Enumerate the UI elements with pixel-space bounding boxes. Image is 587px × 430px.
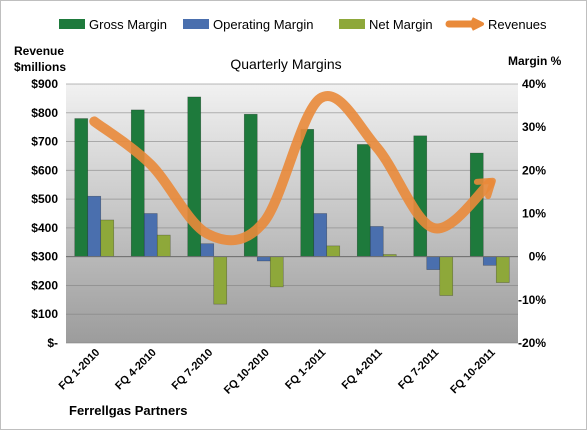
legend-label-gross-margin: Gross Margin (89, 17, 167, 32)
bar-net-margin (269, 256, 284, 288)
left-tick-label: $200 (31, 278, 58, 292)
revenue-arrowhead (473, 177, 496, 200)
right-tick-label: -10% (518, 293, 546, 307)
legend-item-revenues: Revenues (445, 17, 547, 32)
bar-net-margin (495, 256, 510, 283)
bar-net-margin (326, 245, 341, 257)
bar-net-margin (439, 256, 454, 296)
legend-label-net-margin: Net Margin (369, 17, 433, 32)
revenue-line-layer (89, 91, 496, 246)
bar-operating-margin (482, 256, 497, 266)
bar-gross-margin (356, 144, 371, 257)
left-tick-label: $500 (31, 192, 58, 206)
right-tick-labels: -20% -10% 0% 10% 20% 30% 40% (518, 77, 546, 350)
legend-label-operating-margin: Operating Margin (213, 17, 313, 32)
right-tick-label: 10% (522, 207, 546, 221)
legend-swatch-gross-margin (59, 19, 85, 29)
right-axis-title: Margin % (508, 54, 562, 68)
left-tick-label: $800 (31, 106, 58, 120)
chart-title: Quarterly Margins (230, 56, 341, 72)
legend-swatch-net-margin (339, 19, 365, 29)
bar-gross-margin (300, 129, 315, 257)
bar-gross-margin (130, 109, 145, 257)
bar-operating-margin (200, 243, 215, 257)
left-axis-title-line1: Revenue (14, 44, 64, 58)
left-tick-label: $400 (31, 221, 58, 235)
left-tick-label: $600 (31, 163, 58, 177)
bar-net-margin (213, 256, 228, 305)
left-tick-label: $700 (31, 135, 58, 149)
right-tick-label: 30% (522, 120, 546, 134)
bar-operating-margin (426, 256, 441, 270)
left-tick-label: $300 (31, 250, 58, 264)
right-tick-label: 20% (522, 163, 546, 177)
right-tick-label: 40% (522, 77, 546, 91)
right-tick-label: 0% (529, 250, 547, 264)
bar-operating-margin (313, 213, 328, 257)
bar-operating-margin (143, 213, 158, 257)
left-axis-title-line2: $millions (14, 60, 66, 74)
left-tick-label: $- (47, 336, 58, 350)
bar-net-margin (156, 234, 171, 257)
left-tick-label: $900 (31, 77, 58, 91)
bar-gross-margin (74, 118, 89, 257)
bar-gross-margin (413, 135, 428, 257)
bar-net-margin (100, 219, 115, 257)
right-tick-label: -20% (518, 336, 546, 350)
left-tick-labels: $- $100 $200 $300 $400 $500 $600 $700 $800 $900 (31, 77, 58, 350)
legend-arrow-revenues (471, 17, 484, 31)
legend: Gross Margin Operating Margin Net Margin… (59, 17, 547, 32)
footer-label: Ferrellgas Partners (69, 403, 188, 418)
left-tick-label: $100 (31, 307, 58, 321)
bar-operating-margin (369, 226, 384, 257)
revenue-line (89, 91, 495, 246)
legend-item-net-margin: Net Margin (339, 17, 433, 32)
legend-swatch-operating-margin (183, 19, 209, 29)
legend-label-revenues: Revenues (488, 17, 547, 32)
bar-operating-margin (256, 256, 271, 262)
legend-item-operating-margin: Operating Margin (183, 17, 313, 32)
legend-item-gross-margin: Gross Margin (59, 17, 167, 32)
bar-operating-margin (87, 195, 102, 257)
